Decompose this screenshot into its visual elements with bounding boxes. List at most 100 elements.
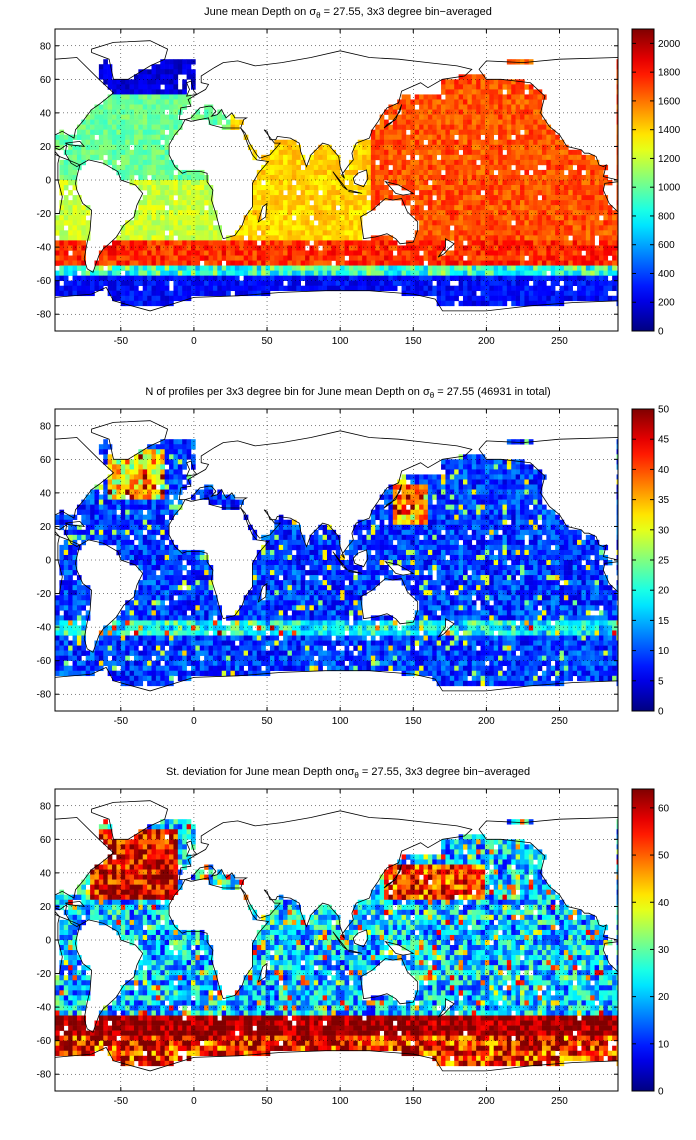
data-cell [423, 99, 429, 105]
data-cell [414, 159, 420, 166]
data-cell [309, 230, 315, 236]
data-cell [173, 444, 179, 450]
data-cell [164, 250, 170, 256]
data-cell [370, 190, 376, 196]
data-cell [581, 240, 587, 246]
data-cell [441, 265, 446, 271]
colorbar-tick-label: 400 [658, 269, 675, 280]
data-cell [169, 444, 174, 450]
data-cell [256, 180, 262, 186]
data-cell [454, 195, 459, 201]
data-cell [142, 94, 148, 100]
data-cell [142, 514, 148, 521]
data-cell [177, 124, 183, 130]
data-cell [603, 250, 609, 256]
data-cell [476, 474, 481, 480]
data-cell [278, 255, 284, 261]
data-cell [155, 235, 161, 241]
data-cell [520, 59, 525, 65]
data-cell [520, 84, 525, 90]
data-cell [493, 489, 499, 495]
data-cell [502, 484, 508, 490]
data-cell [502, 104, 508, 110]
data-cell [204, 494, 209, 500]
data-cell [186, 74, 192, 80]
data-cell [471, 225, 477, 231]
data-cell [441, 270, 446, 276]
data-cell [480, 74, 486, 80]
data-cell [454, 84, 459, 90]
data-cell [498, 114, 503, 120]
data-cell [533, 255, 538, 261]
data-cell [107, 114, 113, 120]
data-cell [537, 225, 543, 231]
data-cell [322, 230, 328, 236]
data-cell [502, 220, 508, 226]
data-cell [449, 180, 455, 186]
data-cell [555, 265, 560, 271]
data-cell [563, 280, 569, 286]
data-cell [138, 454, 144, 460]
data-cell [480, 205, 486, 211]
data-cell [55, 134, 60, 141]
data-cell [414, 139, 420, 146]
data-cell [493, 290, 499, 297]
data-cell [458, 300, 464, 307]
data-cell [520, 154, 525, 161]
data-cell [103, 119, 108, 125]
data-cell [72, 285, 78, 292]
data-cell [177, 180, 183, 186]
data-cell [68, 255, 73, 261]
data-cell [498, 79, 503, 85]
data-cell [291, 250, 297, 256]
data-cell [112, 84, 117, 90]
data-cell [142, 235, 148, 241]
data-cell [138, 474, 144, 480]
data-cell [476, 164, 481, 171]
data-cell [607, 295, 613, 302]
data-cell [419, 245, 424, 251]
data-cell [116, 119, 122, 125]
data-cell [151, 169, 157, 176]
data-cell [533, 174, 538, 181]
data-cell [572, 200, 578, 206]
data-cell [103, 499, 108, 505]
data-cell [76, 260, 82, 266]
data-cell [594, 265, 600, 271]
data-cell [283, 240, 288, 246]
data-cell [520, 190, 525, 196]
data-cell [366, 260, 372, 266]
data-cell [533, 245, 538, 251]
data-cell [392, 509, 398, 515]
data-cell [520, 159, 525, 166]
data-cell [524, 129, 530, 135]
data-cell [607, 240, 613, 246]
data-cell [296, 149, 301, 156]
data-cell [138, 245, 144, 251]
data-cell [269, 220, 275, 226]
data-cell [348, 174, 354, 181]
data-cell [116, 164, 122, 171]
data-cell [138, 479, 144, 485]
data-cell [454, 164, 459, 171]
data-cell [414, 245, 420, 251]
data-cell [572, 295, 578, 302]
data-cell [467, 270, 473, 276]
data-cell [278, 280, 284, 286]
data-cell [506, 99, 512, 105]
data-cell [357, 159, 363, 166]
data-cell [502, 180, 508, 186]
data-cell [133, 474, 139, 480]
data-cell [72, 250, 78, 256]
data-cell [239, 255, 244, 261]
data-cell [563, 205, 569, 211]
data-cell [103, 519, 108, 526]
data-cell [388, 275, 394, 281]
data-cell [239, 119, 244, 125]
data-cell [419, 519, 424, 526]
data-cell [182, 190, 187, 196]
data-cell [581, 295, 587, 302]
data-cell [313, 195, 319, 201]
data-cell [458, 230, 464, 236]
